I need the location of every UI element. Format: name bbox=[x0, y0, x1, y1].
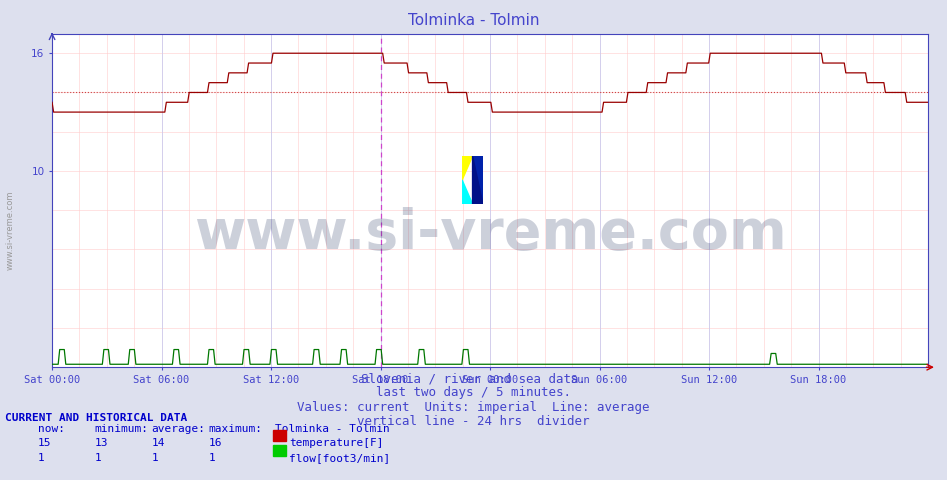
Text: 1: 1 bbox=[38, 453, 45, 463]
Text: Tolminka - Tolmin: Tolminka - Tolmin bbox=[408, 13, 539, 28]
Text: Values: current  Units: imperial  Line: average: Values: current Units: imperial Line: av… bbox=[297, 401, 650, 414]
Polygon shape bbox=[473, 156, 483, 204]
Text: 1: 1 bbox=[95, 453, 101, 463]
Text: last two days / 5 minutes.: last two days / 5 minutes. bbox=[376, 386, 571, 399]
Polygon shape bbox=[462, 156, 473, 180]
Text: 16: 16 bbox=[208, 438, 222, 448]
Polygon shape bbox=[462, 180, 473, 204]
Text: flow[foot3/min]: flow[foot3/min] bbox=[289, 453, 390, 463]
Text: 15: 15 bbox=[38, 438, 51, 448]
Text: temperature[F]: temperature[F] bbox=[289, 438, 384, 448]
Text: minimum:: minimum: bbox=[95, 424, 149, 434]
Text: 1: 1 bbox=[208, 453, 215, 463]
Polygon shape bbox=[473, 156, 483, 204]
Text: maximum:: maximum: bbox=[208, 424, 262, 434]
Text: Slovenia / river and sea data.: Slovenia / river and sea data. bbox=[361, 372, 586, 385]
Text: 13: 13 bbox=[95, 438, 108, 448]
Text: 14: 14 bbox=[152, 438, 165, 448]
Text: now:: now: bbox=[38, 424, 65, 434]
Text: average:: average: bbox=[152, 424, 205, 434]
Text: www.si-vreme.com: www.si-vreme.com bbox=[6, 191, 15, 270]
Text: vertical line - 24 hrs  divider: vertical line - 24 hrs divider bbox=[357, 415, 590, 428]
Text: CURRENT AND HISTORICAL DATA: CURRENT AND HISTORICAL DATA bbox=[5, 413, 187, 423]
Text: 1: 1 bbox=[152, 453, 158, 463]
Text: www.si-vreme.com: www.si-vreme.com bbox=[194, 207, 786, 261]
Text: Tolminka - Tolmin: Tolminka - Tolmin bbox=[275, 424, 389, 434]
